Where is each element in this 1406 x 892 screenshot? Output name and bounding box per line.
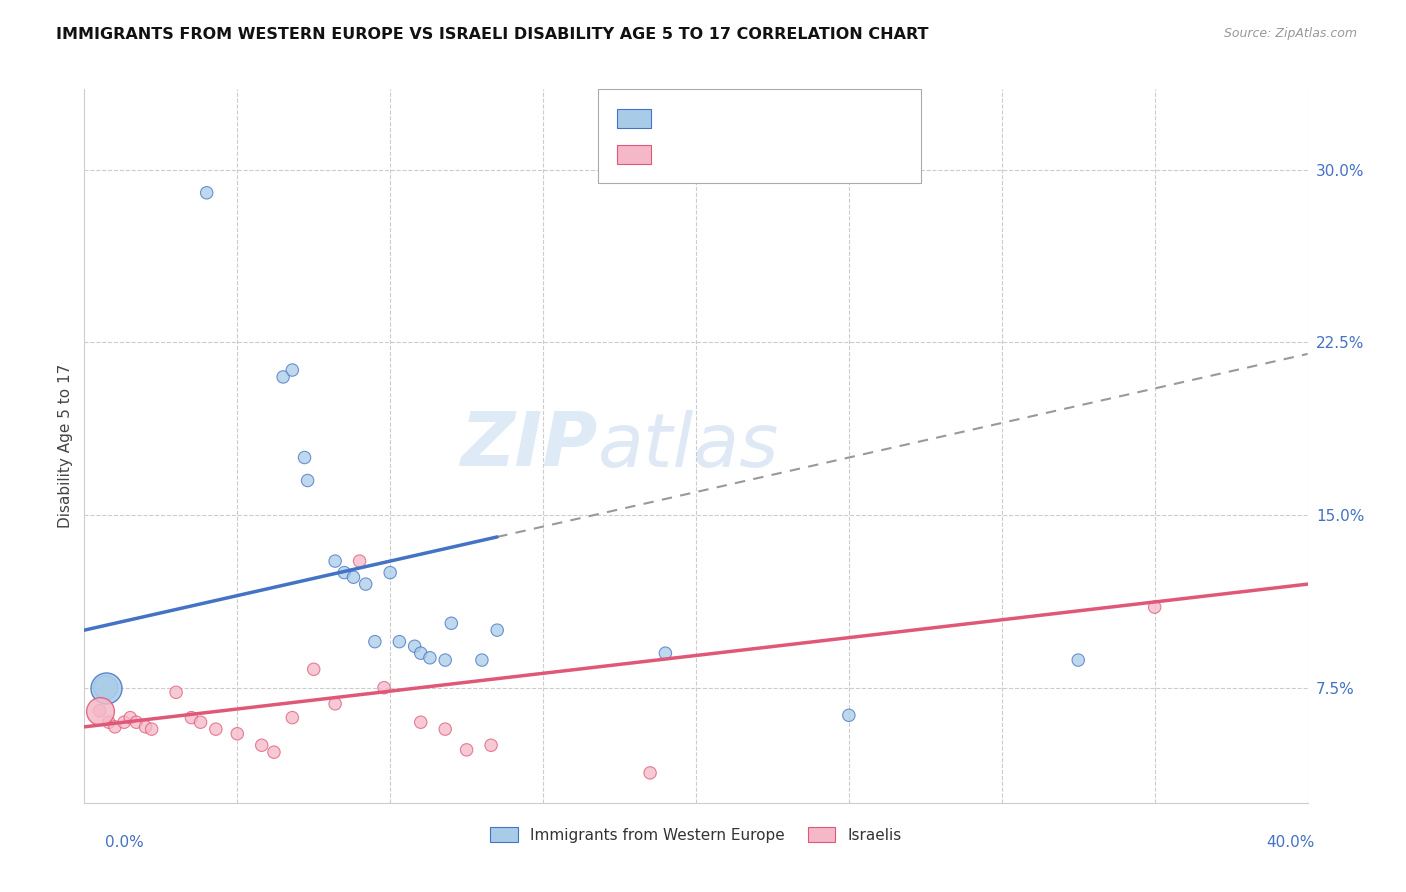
Point [404,640,426,654]
Point [364,634,387,648]
Point [281,711,304,725]
Point [89,704,111,718]
Point [190,715,212,730]
Point [409,715,432,730]
Point [323,554,346,568]
Point [342,570,364,584]
Point [1143,600,1166,615]
Point [97,715,120,730]
Point [195,186,218,200]
Point [419,650,441,665]
Point [1067,653,1090,667]
Text: Source: ZipAtlas.com: Source: ZipAtlas.com [1223,27,1357,40]
Point [434,722,457,736]
Text: R =: R = [659,112,693,126]
Text: ZIP: ZIP [461,409,598,483]
Point [349,554,371,568]
Point [94,681,117,695]
Point [440,616,463,631]
Point [135,720,157,734]
Text: N =: N = [759,112,803,126]
Point [205,722,228,736]
Point [125,715,148,730]
Point [180,711,202,725]
Point [486,623,509,637]
Point [323,697,346,711]
Point [104,720,127,734]
Text: 27: 27 [801,147,823,161]
Y-axis label: Disability Age 5 to 17: Disability Age 5 to 17 [58,364,73,528]
Point [165,685,187,699]
Point [471,653,494,667]
Text: atlas: atlas [598,410,779,482]
Point [250,738,273,752]
Point [388,634,411,648]
Text: 0.434: 0.434 [692,147,740,161]
Point [94,681,117,695]
Point [141,722,163,736]
Point [380,566,402,580]
Point [479,738,502,752]
Point [120,711,142,725]
Point [838,708,860,723]
Text: 0.0%: 0.0% [105,836,145,850]
Text: IMMIGRANTS FROM WESTERN EUROPE VS ISRAELI DISABILITY AGE 5 TO 17 CORRELATION CHA: IMMIGRANTS FROM WESTERN EUROPE VS ISRAEL… [56,27,929,42]
Point [654,646,676,660]
Text: 23: 23 [801,112,823,126]
Text: N =: N = [759,147,803,161]
Text: R =: R = [659,147,693,161]
Point [333,566,356,580]
Point [226,727,249,741]
Point [297,474,319,488]
Point [409,646,432,660]
Text: 0.154: 0.154 [692,112,740,126]
Point [294,450,316,465]
Point [271,370,294,384]
Point [89,704,111,718]
Point [354,577,377,591]
Legend: Immigrants from Western Europe, Israelis: Immigrants from Western Europe, Israelis [484,821,908,848]
Point [638,765,661,780]
Point [281,363,304,377]
Point [302,662,325,676]
Text: 40.0%: 40.0% [1267,836,1315,850]
Point [373,681,395,695]
Point [456,743,478,757]
Point [112,715,135,730]
Point [263,745,285,759]
Point [434,653,457,667]
